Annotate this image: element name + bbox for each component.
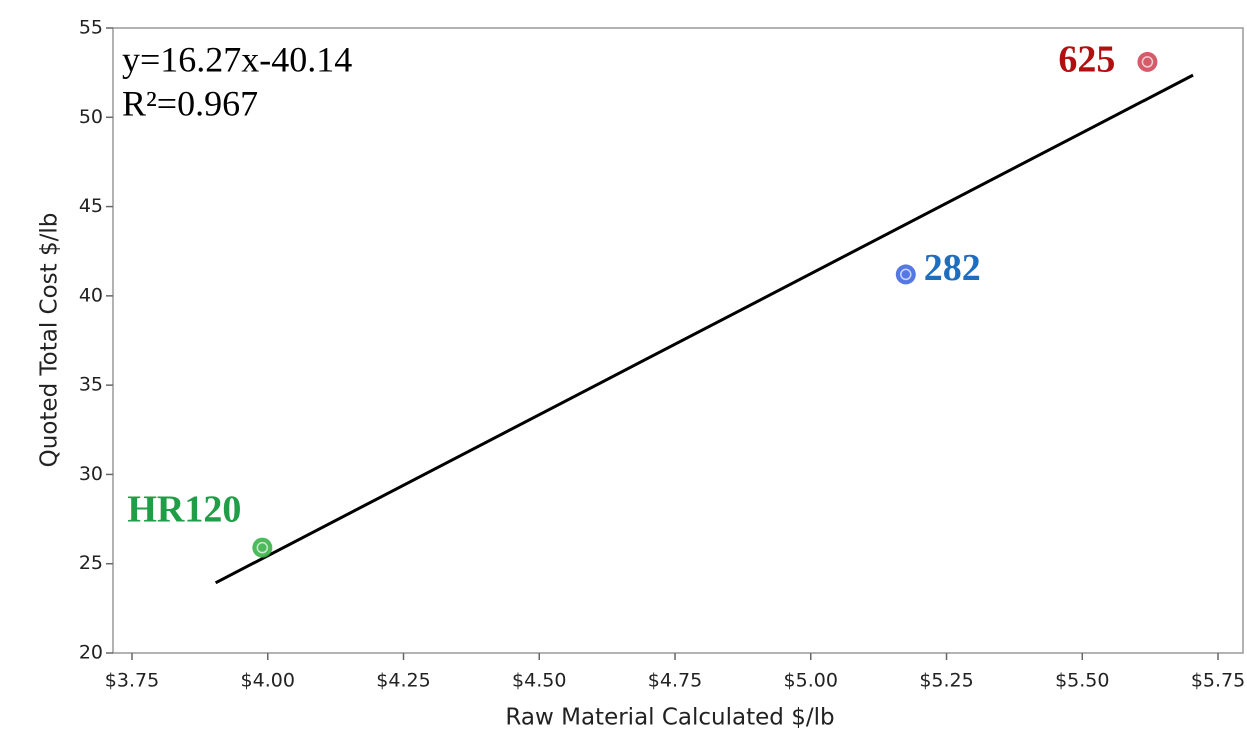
r-squared: R²=0.967 (122, 83, 258, 123)
fit-line (214, 73, 1194, 585)
y-tick-label: 55 (79, 17, 103, 39)
x-tick-label: $5.00 (784, 670, 838, 692)
y-tick-label: 50 (79, 106, 103, 128)
y-tick-label: 20 (79, 642, 103, 664)
x-tick-label: $5.75 (1191, 670, 1245, 692)
point-core (900, 268, 912, 281)
x-tick-label: $5.50 (1055, 670, 1109, 692)
x-tick-label: $5.25 (919, 670, 973, 692)
equation: y=16.27x-40.14 (122, 39, 352, 79)
y-tick-label: 40 (79, 284, 103, 306)
x-tick-label: $4.50 (512, 670, 566, 692)
x-tick-label: $4.25 (376, 670, 430, 692)
point-core (256, 541, 269, 554)
point-core (1141, 56, 1154, 68)
x-tick-label: $3.75 (105, 670, 159, 692)
point (1137, 51, 1158, 72)
x-axis-title: Raw Material Calculated $/lb (505, 705, 834, 731)
y-tick-label: 25 (79, 552, 103, 574)
y-tick-label: 30 (79, 463, 103, 485)
y-axis-title: Quoted Total Cost $/lb (37, 213, 63, 468)
point-label: 625 (1058, 39, 1115, 81)
point-label: 282 (924, 247, 981, 289)
x-tick-label: $4.00 (241, 670, 295, 692)
point (252, 537, 273, 558)
x-tick-label: $4.75 (648, 670, 702, 692)
y-tick-label: 35 (79, 374, 103, 396)
plot-frame (112, 27, 1244, 654)
point-label: HR120 (127, 488, 241, 530)
point (895, 264, 916, 285)
y-tick-label: 45 (79, 195, 103, 217)
